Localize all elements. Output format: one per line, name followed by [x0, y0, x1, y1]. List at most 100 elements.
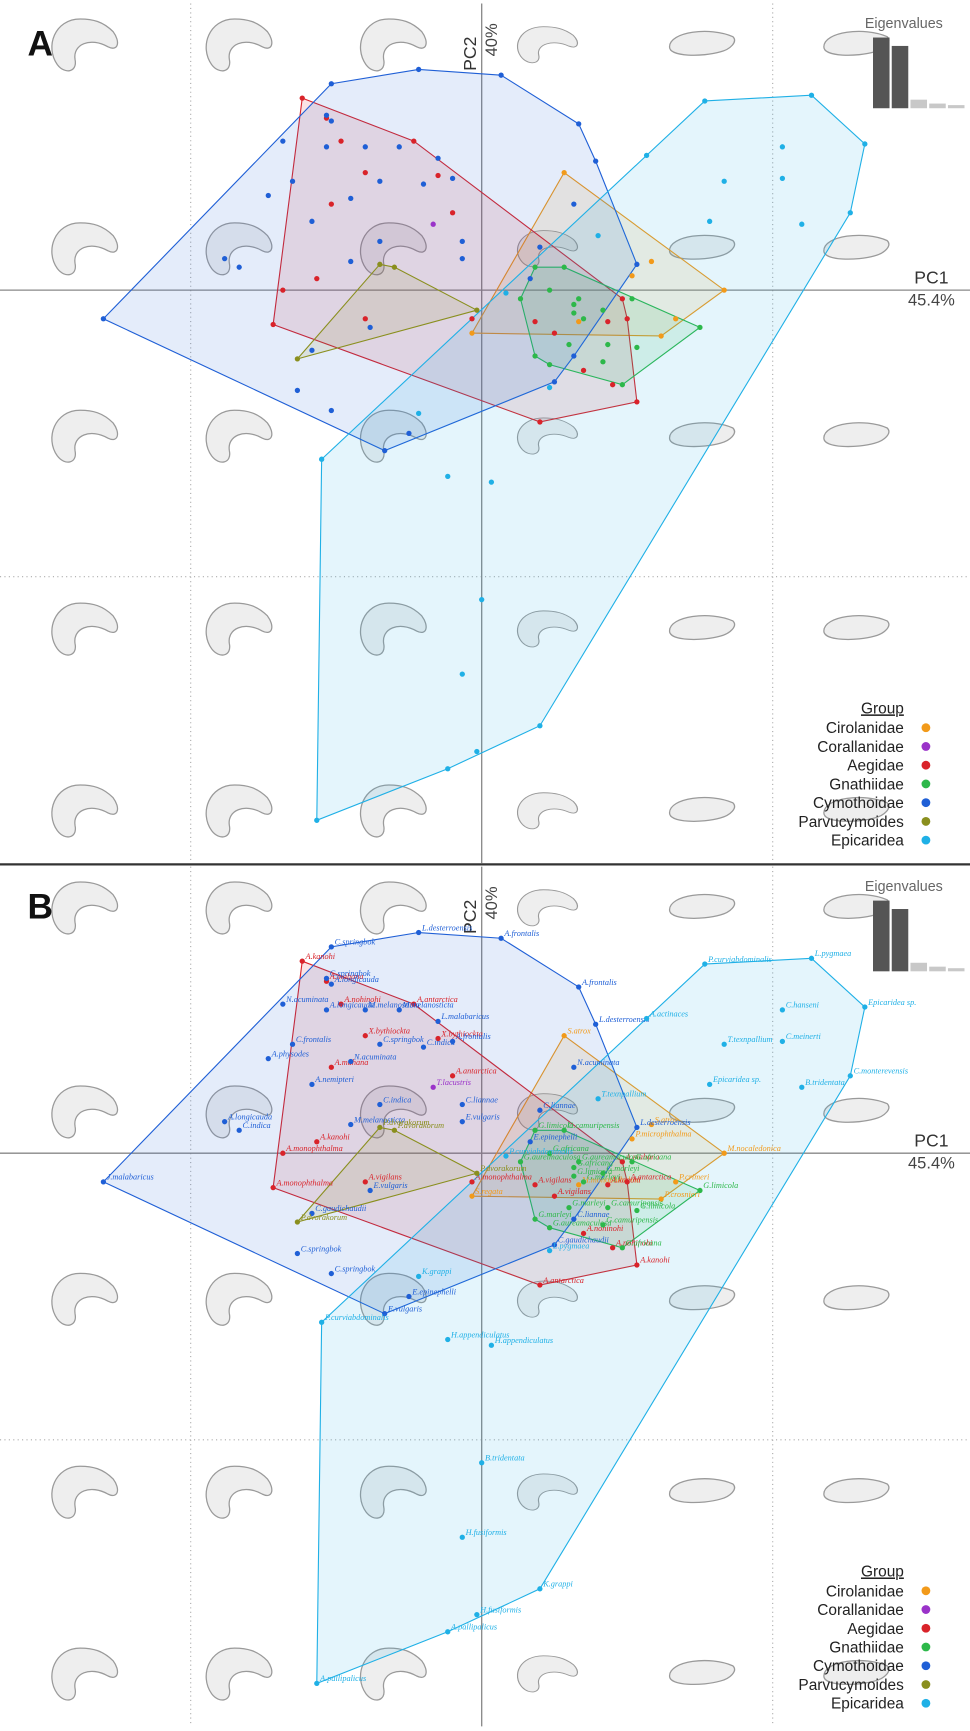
legend-label: Parvucymoides — [798, 1677, 904, 1694]
data-point — [576, 296, 581, 301]
panel-letter: A — [28, 24, 53, 63]
data-point — [309, 348, 314, 353]
data-point — [406, 431, 411, 436]
data-point — [561, 1033, 566, 1038]
data-point — [435, 173, 440, 178]
data-point — [416, 930, 421, 935]
data-point — [780, 144, 785, 149]
point-label: A.longicauda — [334, 975, 379, 984]
data-point — [537, 1586, 542, 1591]
shape-outline — [670, 798, 735, 822]
data-point — [101, 1179, 106, 1184]
legend-marker — [922, 1680, 931, 1689]
legend-marker — [922, 723, 931, 732]
data-point — [532, 265, 537, 270]
point-label: P.dvorakorum — [300, 1213, 347, 1222]
data-point — [460, 1535, 465, 1540]
shape-outline — [206, 19, 272, 71]
shape-outline — [360, 882, 426, 934]
data-point — [600, 359, 605, 364]
data-point — [363, 316, 368, 321]
data-point — [416, 1274, 421, 1279]
data-point — [435, 156, 440, 161]
point-label: M.melanosticta — [368, 1001, 420, 1010]
data-point — [561, 170, 566, 175]
data-point — [435, 1019, 440, 1024]
data-point — [348, 259, 353, 264]
data-point — [406, 1294, 411, 1299]
data-point — [469, 1179, 474, 1184]
eigenvalue-bar — [910, 100, 927, 109]
data-point — [280, 1151, 285, 1156]
data-point — [329, 1271, 334, 1276]
point-label: L.pygmaea — [814, 949, 851, 958]
point-label: C.monterevensis — [854, 1067, 908, 1076]
point-label: H.appendiculatus — [494, 1336, 553, 1345]
point-label: P.curviabdominalis — [707, 955, 772, 964]
data-point — [445, 474, 450, 479]
data-point — [367, 325, 372, 330]
data-point — [634, 1125, 639, 1130]
data-point — [644, 1016, 649, 1021]
point-label: K.grappi — [421, 1267, 452, 1276]
data-point — [722, 1042, 727, 1047]
point-label: N.acuminata — [353, 1052, 396, 1061]
data-point — [595, 233, 600, 238]
data-point — [780, 1007, 785, 1012]
data-point — [498, 73, 503, 78]
data-point — [329, 81, 334, 86]
point-label: P.dvorakorum — [397, 1121, 444, 1130]
data-point — [474, 1612, 479, 1617]
data-point — [421, 1045, 426, 1050]
data-point — [290, 179, 295, 184]
shape-outline — [52, 19, 118, 71]
data-point — [581, 1179, 586, 1184]
shape-outline — [824, 1479, 889, 1503]
data-point — [431, 222, 436, 227]
eigenvalue-bar — [929, 967, 946, 972]
data-point — [324, 1007, 329, 1012]
point-label: E.epinephelli — [411, 1287, 456, 1296]
data-point — [474, 308, 479, 313]
legend-marker — [922, 798, 931, 807]
shape-outline — [52, 410, 118, 462]
data-point — [222, 256, 227, 261]
point-label: T.texnpallium — [601, 1090, 646, 1099]
legend-label: Corallanidae — [817, 739, 904, 756]
data-point — [295, 388, 300, 393]
data-point — [780, 1039, 785, 1044]
eigenvalue-bar — [892, 46, 909, 108]
point-label: A.antarctica — [542, 1276, 584, 1285]
point-label: L.pygmaea — [552, 1241, 589, 1250]
data-point — [314, 818, 319, 823]
point-label: A.physodes — [271, 1049, 309, 1058]
data-point — [377, 262, 382, 267]
point-label: Epicaridea sp. — [867, 998, 916, 1007]
data-point — [363, 144, 368, 149]
eigenvalues-title: Eigenvalues — [865, 16, 943, 32]
data-point — [571, 201, 576, 206]
shape-outline — [517, 27, 577, 63]
point-label: C.springbok — [335, 1264, 376, 1273]
data-point — [581, 316, 586, 321]
shape-outline — [206, 882, 272, 934]
data-point — [610, 1245, 615, 1250]
data-point — [329, 944, 334, 949]
shape-outline — [206, 1273, 272, 1325]
point-label: N.acuminata — [576, 1058, 619, 1067]
data-point — [862, 1004, 867, 1009]
data-point — [780, 176, 785, 181]
point-label: A.pallipalicus — [319, 1674, 366, 1683]
point-label: P.curviabdominalis — [508, 1147, 573, 1156]
point-label: T.texnpallium — [728, 1035, 773, 1044]
data-point — [605, 1182, 610, 1187]
data-point — [416, 411, 421, 416]
shape-outline — [52, 1648, 118, 1700]
point-label: G.limicola — [703, 1181, 738, 1190]
legend-label: Cymothoidae — [813, 795, 904, 812]
data-point — [295, 1219, 300, 1224]
legend-title: Group — [861, 1563, 904, 1580]
data-point — [377, 1102, 382, 1107]
data-point — [329, 981, 334, 986]
